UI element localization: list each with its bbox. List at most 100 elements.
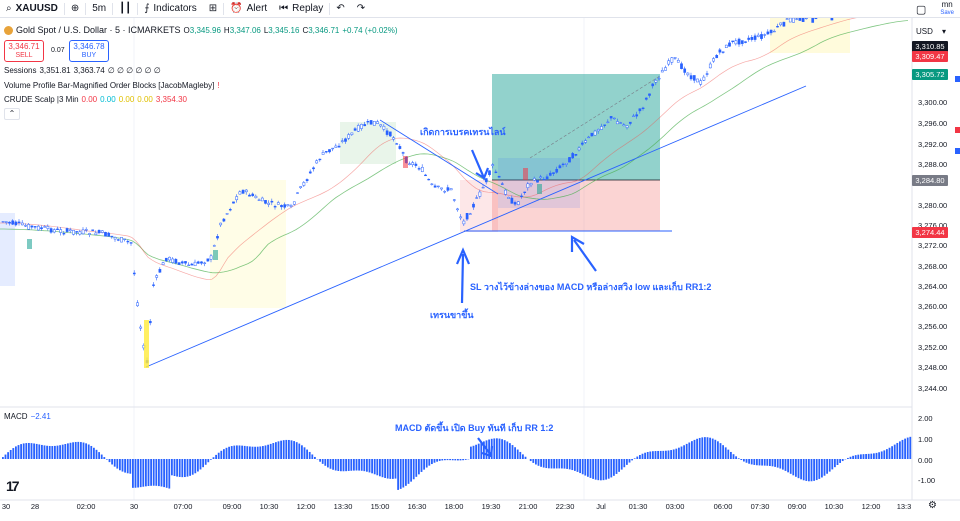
candle-body	[708, 63, 712, 69]
candle-body	[244, 189, 248, 193]
macd-bar	[524, 456, 527, 459]
replay-button[interactable]: ⏮ Replay	[273, 0, 329, 18]
macd-bar	[737, 458, 740, 459]
gear-icon[interactable]: ⚙	[928, 500, 937, 511]
macd-bar	[212, 457, 215, 459]
macd-bar	[750, 459, 753, 465]
macd-bar	[594, 459, 597, 480]
candle-body	[507, 197, 511, 199]
macd-bar	[657, 450, 659, 459]
candle-body	[737, 38, 741, 45]
sessions-legend[interactable]: Sessions 3,351.81 3,363.74 ∅ ∅ ∅ ∅ ∅ ∅	[4, 66, 161, 75]
collapse-legend-button[interactable]: ⌃	[4, 108, 20, 120]
candle-body	[555, 168, 559, 173]
save-button[interactable]: mn Save	[940, 1, 954, 17]
macd-bar	[795, 459, 797, 477]
macd-legend[interactable]: MACD −2.41	[4, 412, 51, 421]
edge-marker	[955, 148, 960, 154]
macd-bar	[207, 459, 210, 463]
undo-button[interactable]: ↶	[330, 0, 350, 18]
candle-body	[148, 321, 152, 324]
candle-body	[72, 229, 75, 235]
macd-bar	[600, 459, 602, 481]
macd-bar	[282, 440, 285, 459]
macd-bar	[204, 459, 207, 465]
candle-body	[65, 228, 69, 232]
buy-button[interactable]: 3,346.78 BUY	[69, 40, 109, 62]
time-tick: 18:00	[444, 502, 464, 511]
macd-bar	[862, 454, 865, 459]
candle-body	[472, 203, 475, 208]
macd-bar	[436, 459, 438, 462]
candle-body	[206, 258, 210, 262]
price-tick: 3,300.00	[918, 98, 948, 107]
chart-type-button[interactable]: ┃┃	[113, 0, 137, 18]
candle-body	[660, 70, 664, 73]
macd-bar	[672, 449, 675, 459]
macd-annotation[interactable]: MACD ตัดขึ้น เปิด Buy ทันที เก็บ RR 1:2	[395, 423, 554, 433]
macd-bar	[821, 459, 823, 478]
price-tick: 3,252.00	[918, 343, 948, 352]
uptrend-annotation[interactable]: เทรนขาขึ้น	[430, 310, 474, 320]
risk-reward-tool[interactable]	[492, 74, 672, 232]
macd-bar	[893, 444, 896, 459]
macd-bar	[758, 459, 761, 466]
macd-bar	[748, 459, 750, 464]
uptrend-arrow-icon[interactable]	[455, 247, 471, 304]
divider	[63, 2, 65, 15]
macd-bar	[904, 438, 906, 459]
breakout-arrow-icon[interactable]	[470, 149, 490, 181]
candle-body	[11, 220, 15, 225]
crude-legend[interactable]: CRUDE Scalp |3 Min 0.00 0.00 0.00 0.00 3…	[4, 95, 187, 104]
redo-button[interactable]: ↷	[351, 0, 371, 18]
time-tick: Jul	[596, 502, 606, 511]
candle-body	[728, 42, 731, 47]
sl-annotation[interactable]: SL วางไว้ข้างล่างของ MACD หรือล่างสวิง l…	[470, 282, 712, 292]
macd-bar	[217, 452, 220, 459]
breakout-annotation[interactable]: เกิดการเบรคเทรนไลน์	[420, 127, 506, 137]
chart-canvas[interactable]	[0, 18, 960, 521]
candle-body	[744, 41, 747, 43]
candle-body	[520, 195, 523, 197]
interval-button[interactable]: 5m	[86, 0, 112, 18]
macd-bar	[275, 442, 277, 459]
trendlines[interactable]	[145, 85, 807, 368]
undo-icon: ↶	[336, 3, 345, 14]
macd-bar	[576, 459, 579, 472]
price-tag-sell: 3,309.47	[912, 51, 948, 62]
grid-icon: ⊞	[208, 3, 218, 14]
macd-bar	[745, 459, 748, 463]
candle-body	[228, 209, 232, 211]
layout-icon[interactable]: ▢	[915, 3, 927, 16]
volume-profile-legend[interactable]: Volume Profile Bar-Magnified Order Block…	[4, 81, 220, 90]
downtrend-line[interactable]	[379, 119, 499, 195]
sell-button[interactable]: 3,346.71 SELL	[4, 40, 44, 62]
macd-bar	[415, 459, 418, 477]
macd-bar	[587, 459, 589, 477]
profit-zone[interactable]	[492, 74, 660, 180]
macd-bar	[472, 445, 475, 459]
candle-body	[78, 231, 82, 235]
templates-button[interactable]: ⊞	[203, 0, 223, 18]
sl-arrow-icon[interactable]	[570, 235, 597, 272]
compare-button[interactable]: ⊕	[65, 0, 85, 18]
indicators-button[interactable]: ⨍ Indicators	[138, 0, 203, 18]
divider	[223, 2, 225, 15]
uptrend-line[interactable]	[145, 85, 807, 368]
candle-body	[398, 146, 402, 149]
redo-icon: ↷	[356, 3, 366, 14]
macd-bar	[358, 459, 360, 471]
macd-bar	[264, 445, 267, 459]
alert-button[interactable]: ⏰ Alert	[224, 0, 273, 18]
macd-bar	[371, 459, 373, 474]
tradingview-logo-icon[interactable]: 17	[6, 478, 20, 494]
currency-selector[interactable]: USD ▾	[914, 26, 948, 38]
loss-zone[interactable]	[492, 180, 660, 231]
candle-body	[734, 40, 738, 45]
symbol-search[interactable]: ⌕ XAUUSD	[0, 0, 64, 18]
macd-bar	[327, 459, 329, 468]
macd-bar	[376, 459, 379, 476]
macd-bar	[607, 459, 610, 479]
layout-name: mn	[941, 0, 953, 9]
macd-bar	[2, 457, 4, 459]
